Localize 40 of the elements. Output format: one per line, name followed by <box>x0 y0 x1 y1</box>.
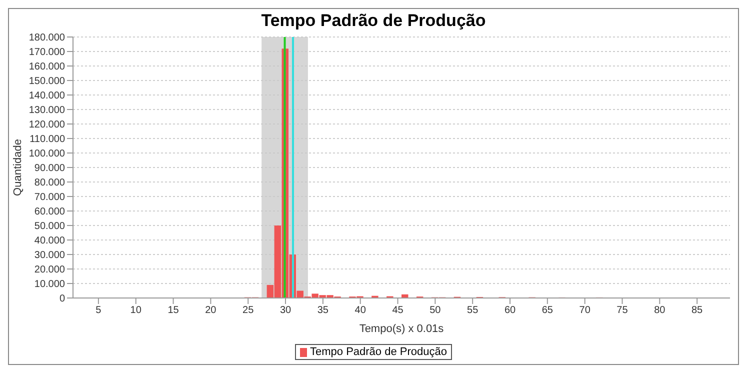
x-tick-label: 70 <box>579 305 591 316</box>
y-tick-label: 40.000 <box>34 236 66 247</box>
y-tick-label: 120.000 <box>28 120 66 131</box>
y-tick-label: 140.000 <box>28 90 66 102</box>
x-tick-label: 35 <box>317 305 329 316</box>
y-tick-label: 10.000 <box>34 279 66 290</box>
x-tick-label: 75 <box>616 305 628 316</box>
chart-title: Tempo Padrão de Produção <box>260 11 487 31</box>
y-tick-label: 0 <box>59 294 66 305</box>
y-tick-label: 160.000 <box>28 62 66 73</box>
y-tick-label: 50.000 <box>34 221 66 232</box>
y-tick-label: 110.000 <box>30 134 66 146</box>
x-tick-label: 50 <box>430 305 442 316</box>
y-tick-label: 100.000 <box>28 148 66 160</box>
y-tick-label: 180.000 <box>28 32 66 44</box>
y-tick-label: 70.000 <box>34 192 66 204</box>
x-tick-label: 85 <box>692 305 704 316</box>
x-axis-title: Tempo(s) x 0.01s <box>359 323 444 335</box>
x-tick-label: 45 <box>392 305 404 316</box>
y-tick-label: 170.000 <box>28 47 66 58</box>
x-tick-label: 15 <box>168 305 180 316</box>
y-tick-label: 80.000 <box>34 178 66 189</box>
y-tick-label: 60.000 <box>34 206 66 218</box>
y-tick-label: 130.000 <box>28 105 66 116</box>
x-tick-label: 40 <box>354 305 366 316</box>
y-tick-label: 150.000 <box>28 76 66 88</box>
x-tick-label: 30 <box>280 305 292 316</box>
x-tick-label: 80 <box>654 305 666 316</box>
x-tick-label: 65 <box>542 305 554 316</box>
y-tick-label: 90.000 <box>34 163 66 174</box>
x-tick-label: 10 <box>130 305 142 316</box>
x-tick-label: 60 <box>504 305 516 316</box>
y-tick-label: 20.000 <box>34 264 66 276</box>
x-tick-label: 55 <box>467 305 479 316</box>
x-tick-label: 5 <box>96 305 102 316</box>
y-axis-title: Quantidade <box>12 139 24 196</box>
x-tick-label: 20 <box>205 305 217 316</box>
legend-label: Tempo Padrão de Produção <box>309 346 447 358</box>
x-tick-label: 25 <box>242 305 254 316</box>
y-tick-label: 30.000 <box>34 250 66 262</box>
